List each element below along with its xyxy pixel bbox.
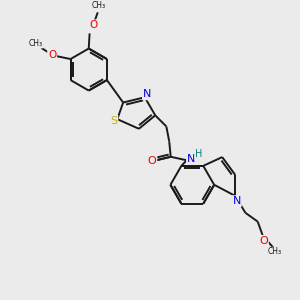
Text: N: N (187, 154, 195, 164)
Text: N: N (143, 89, 151, 99)
Text: CH₃: CH₃ (91, 1, 105, 10)
Text: H: H (195, 149, 203, 160)
Text: O: O (148, 156, 156, 166)
Text: O: O (48, 50, 56, 60)
Text: S: S (110, 116, 117, 126)
Text: CH₃: CH₃ (28, 39, 43, 48)
Text: O: O (89, 20, 97, 30)
Text: CH₃: CH₃ (268, 248, 282, 256)
Text: O: O (259, 236, 268, 246)
Text: N: N (232, 196, 241, 206)
